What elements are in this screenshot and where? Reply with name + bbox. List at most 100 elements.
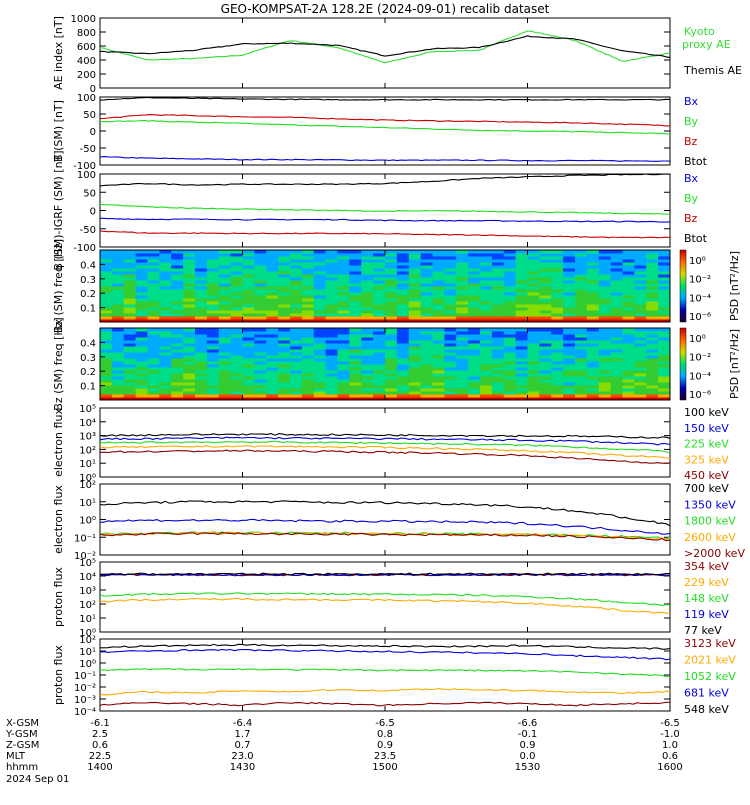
spectrogram-cell [147,331,160,335]
y-tick-label: 100 [77,93,96,104]
spectrogram-cell [551,295,564,299]
spectrogram-cell [598,253,612,257]
spectrogram-cell [301,256,315,260]
spectrogram-cell [634,370,647,374]
spectrogram-cell [230,388,243,392]
spectrogram-cell [301,385,315,389]
spectrogram-cell [218,295,232,299]
spectrogram-cell [242,397,255,401]
spectrogram-cell [622,280,635,284]
spectrogram-cell [622,313,635,317]
series-line-bz [99,230,671,239]
y-tick-label: 0 [90,84,96,95]
spectrogram-cell [468,262,481,266]
spectrogram-cell [290,373,303,377]
spectrogram-cell [218,382,232,386]
spectrogram-cell [622,286,635,290]
spectrogram-cell [313,361,327,365]
spectrogram-cell [242,280,255,284]
spectrogram-cell [218,337,232,341]
spectrogram-cell [586,313,600,317]
spectrogram-cell [515,319,528,323]
spectrogram-cell [159,379,172,383]
spectrogram-cell [349,262,362,266]
spectrogram-cell [658,337,671,341]
spectrogram-cell [278,388,291,392]
spectrogram-cell [206,310,220,314]
spectrogram-cell [290,256,303,260]
spectrogram-cell [266,388,279,392]
spectrogram-cell [111,388,125,392]
legend-entry: >2000 keV [684,547,745,560]
spectrogram-cell [385,340,398,344]
spectrogram-cell [242,313,255,317]
spectrogram-cell [123,376,137,380]
spectrogram-cell [111,286,125,290]
spectrogram-cell [491,337,505,341]
spectrogram-cell [278,373,291,377]
spectrogram-cell [539,259,552,263]
series-line-kyoto-proxy-ae [99,30,671,64]
spectrogram-cell [100,283,113,287]
spectrogram-cell [610,316,623,320]
spectrogram-cell [432,340,445,344]
spectrogram-cell [586,262,600,266]
spectrogram-cell [503,349,517,353]
spectrogram-cell [111,391,125,395]
spectrogram-cell [266,337,279,341]
spectrogram-cell [646,259,659,263]
spectrogram-cell [337,268,350,272]
spectrogram-cell [206,358,220,362]
spectrogram-cell [503,358,517,362]
spectrogram-cell [658,319,671,323]
spectrogram-cell [111,358,125,362]
spectrogram-cell [195,391,208,395]
spectrogram-cell [337,271,350,275]
spectrogram-cell [301,298,315,302]
spectrogram-cell [480,307,493,311]
spectrogram-cell [515,358,528,362]
legend-entry: By [684,192,699,205]
spectrogram-cell [456,292,469,296]
spectrogram-cell [183,250,196,254]
spectrogram-cell [254,370,267,374]
spectrogram-cell [349,334,362,338]
spectrogram-cell [456,346,469,350]
spectrogram-cell [503,361,517,365]
spectrogram-cell [135,349,148,353]
spectrogram-cell [242,301,255,305]
spectrogram-cell [111,283,125,287]
spectrogram-cell [337,310,350,314]
spectrogram-cell [100,373,113,377]
spectrogram-cell [539,334,552,338]
spectrogram-cell [444,358,457,362]
spectrogram-cell [408,289,422,293]
spectrogram-cell [337,361,350,365]
spectrogram-cell [527,343,540,347]
spectrogram-cell [111,364,125,368]
spectrogram-cell [468,334,481,338]
spectrogram-cell [527,352,540,356]
spectrogram-cell [147,343,160,347]
spectrogram-cell [278,331,291,335]
spectrogram-cell [147,376,160,380]
spectrogram-cell [480,337,493,341]
spectrogram-cell [491,349,505,353]
spectrogram-cell [563,361,576,365]
spectrogram-cell [598,349,612,353]
spectrogram-cell [610,310,623,314]
x-tick-label: 2.5 [92,729,108,740]
spectrogram-cell [385,364,398,368]
spectrogram-cell [408,340,422,344]
spectrogram-cell [551,280,564,284]
spectrogram-cell [313,268,327,272]
spectrogram-cell [432,304,445,308]
y-tick-label: 0.2 [80,289,96,300]
spectrogram-cell [646,280,659,284]
spectrogram-cell [254,277,267,281]
spectrogram-cell [468,259,481,263]
spectrogram-cell [610,259,623,263]
spectrogram-cell [361,391,374,395]
spectrogram-cell [313,298,327,302]
spectrogram-cell [135,358,148,362]
